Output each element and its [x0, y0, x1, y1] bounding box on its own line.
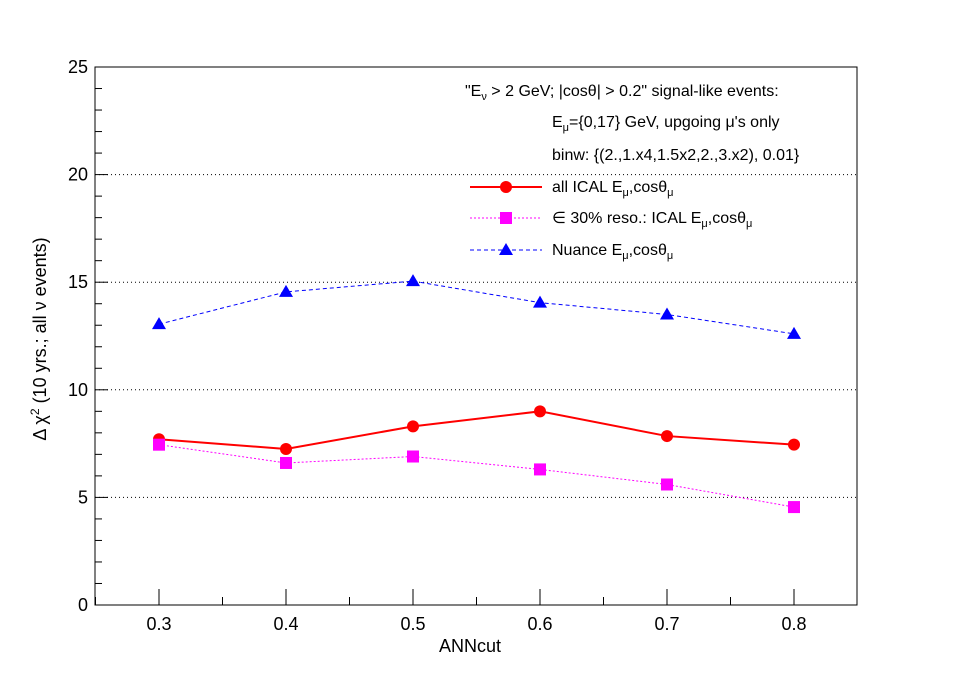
data-point-30pct-reso — [153, 438, 165, 451]
legend-marker-nuance — [499, 243, 513, 255]
series-line-all-ical — [158, 410, 795, 450]
data-point-nuance — [279, 284, 293, 297]
x-tick-label: 0.8 — [781, 614, 806, 634]
data-point-nuance — [660, 307, 674, 320]
legend-marker-all-ical — [500, 181, 512, 193]
annotation-line2: Eμ={0,17} GeV, upgoing μ's only — [552, 114, 780, 134]
y-tick-label: 20 — [68, 165, 88, 185]
data-point-30pct-reso — [280, 456, 292, 469]
legend-label-nuance: Nuance Eμ,cosθμ — [552, 242, 673, 262]
y-axis: 0 5 10 15 20 25 — [68, 57, 108, 615]
y-tick-label: 0 — [78, 595, 88, 615]
data-point-all-ical — [407, 420, 419, 433]
data-point-all-ical — [661, 430, 673, 443]
x-tick-label: 0.7 — [654, 614, 679, 634]
data-point-all-ical — [280, 442, 292, 455]
y-tick-label: 15 — [68, 272, 88, 292]
legend: all ICAL Eμ,cosθμ ∈ 30% reso.: ICAL Eμ,c… — [470, 179, 752, 262]
data-point-30pct-reso — [788, 501, 800, 514]
data-point-30pct-reso — [661, 478, 673, 491]
data-point-nuance — [787, 326, 801, 339]
grid-lines — [95, 174, 857, 498]
data-point-nuance — [152, 317, 166, 330]
legend-label-30pct-reso: ∈ 30% reso.: ICAL Eμ,cosθμ — [552, 210, 752, 230]
x-tick-label: 0.3 — [146, 614, 171, 634]
data-point-30pct-reso — [534, 463, 546, 476]
legend-marker-30pct-reso — [500, 212, 512, 224]
data-point-nuance — [406, 274, 420, 287]
y-tick-label: 10 — [68, 380, 88, 400]
x-tick-label: 0.6 — [527, 614, 552, 634]
y-tick-label: 5 — [78, 487, 88, 507]
series-line-nuance — [158, 280, 795, 335]
y-axis-label: Δ χ2 (10 yrs.; all ν events) — [28, 237, 50, 440]
data-point-nuance — [533, 295, 547, 308]
series-group — [152, 274, 801, 514]
legend-label-all-ical: all ICAL Eμ,cosθμ — [552, 179, 673, 199]
data-point-all-ical — [534, 405, 546, 418]
data-point-all-ical — [788, 438, 800, 451]
x-axis-label: ANNcut — [439, 636, 501, 656]
annotation-line1: "Eν > 2 GeV; |cosθ| > 0.2" signal-like e… — [465, 83, 779, 103]
x-axis: 0.3 0.4 0.5 0.6 0.7 0.8 — [95, 589, 807, 634]
data-point-30pct-reso — [407, 450, 419, 463]
series-line-30pct-reso — [158, 444, 795, 508]
x-tick-label: 0.4 — [273, 614, 298, 634]
y-tick-label: 25 — [68, 57, 88, 77]
x-tick-label: 0.5 — [400, 614, 425, 634]
annotation-line3: binw: {(2.,1.x4,1.5x2,2.,3.x2), 0.01} — [552, 147, 800, 164]
